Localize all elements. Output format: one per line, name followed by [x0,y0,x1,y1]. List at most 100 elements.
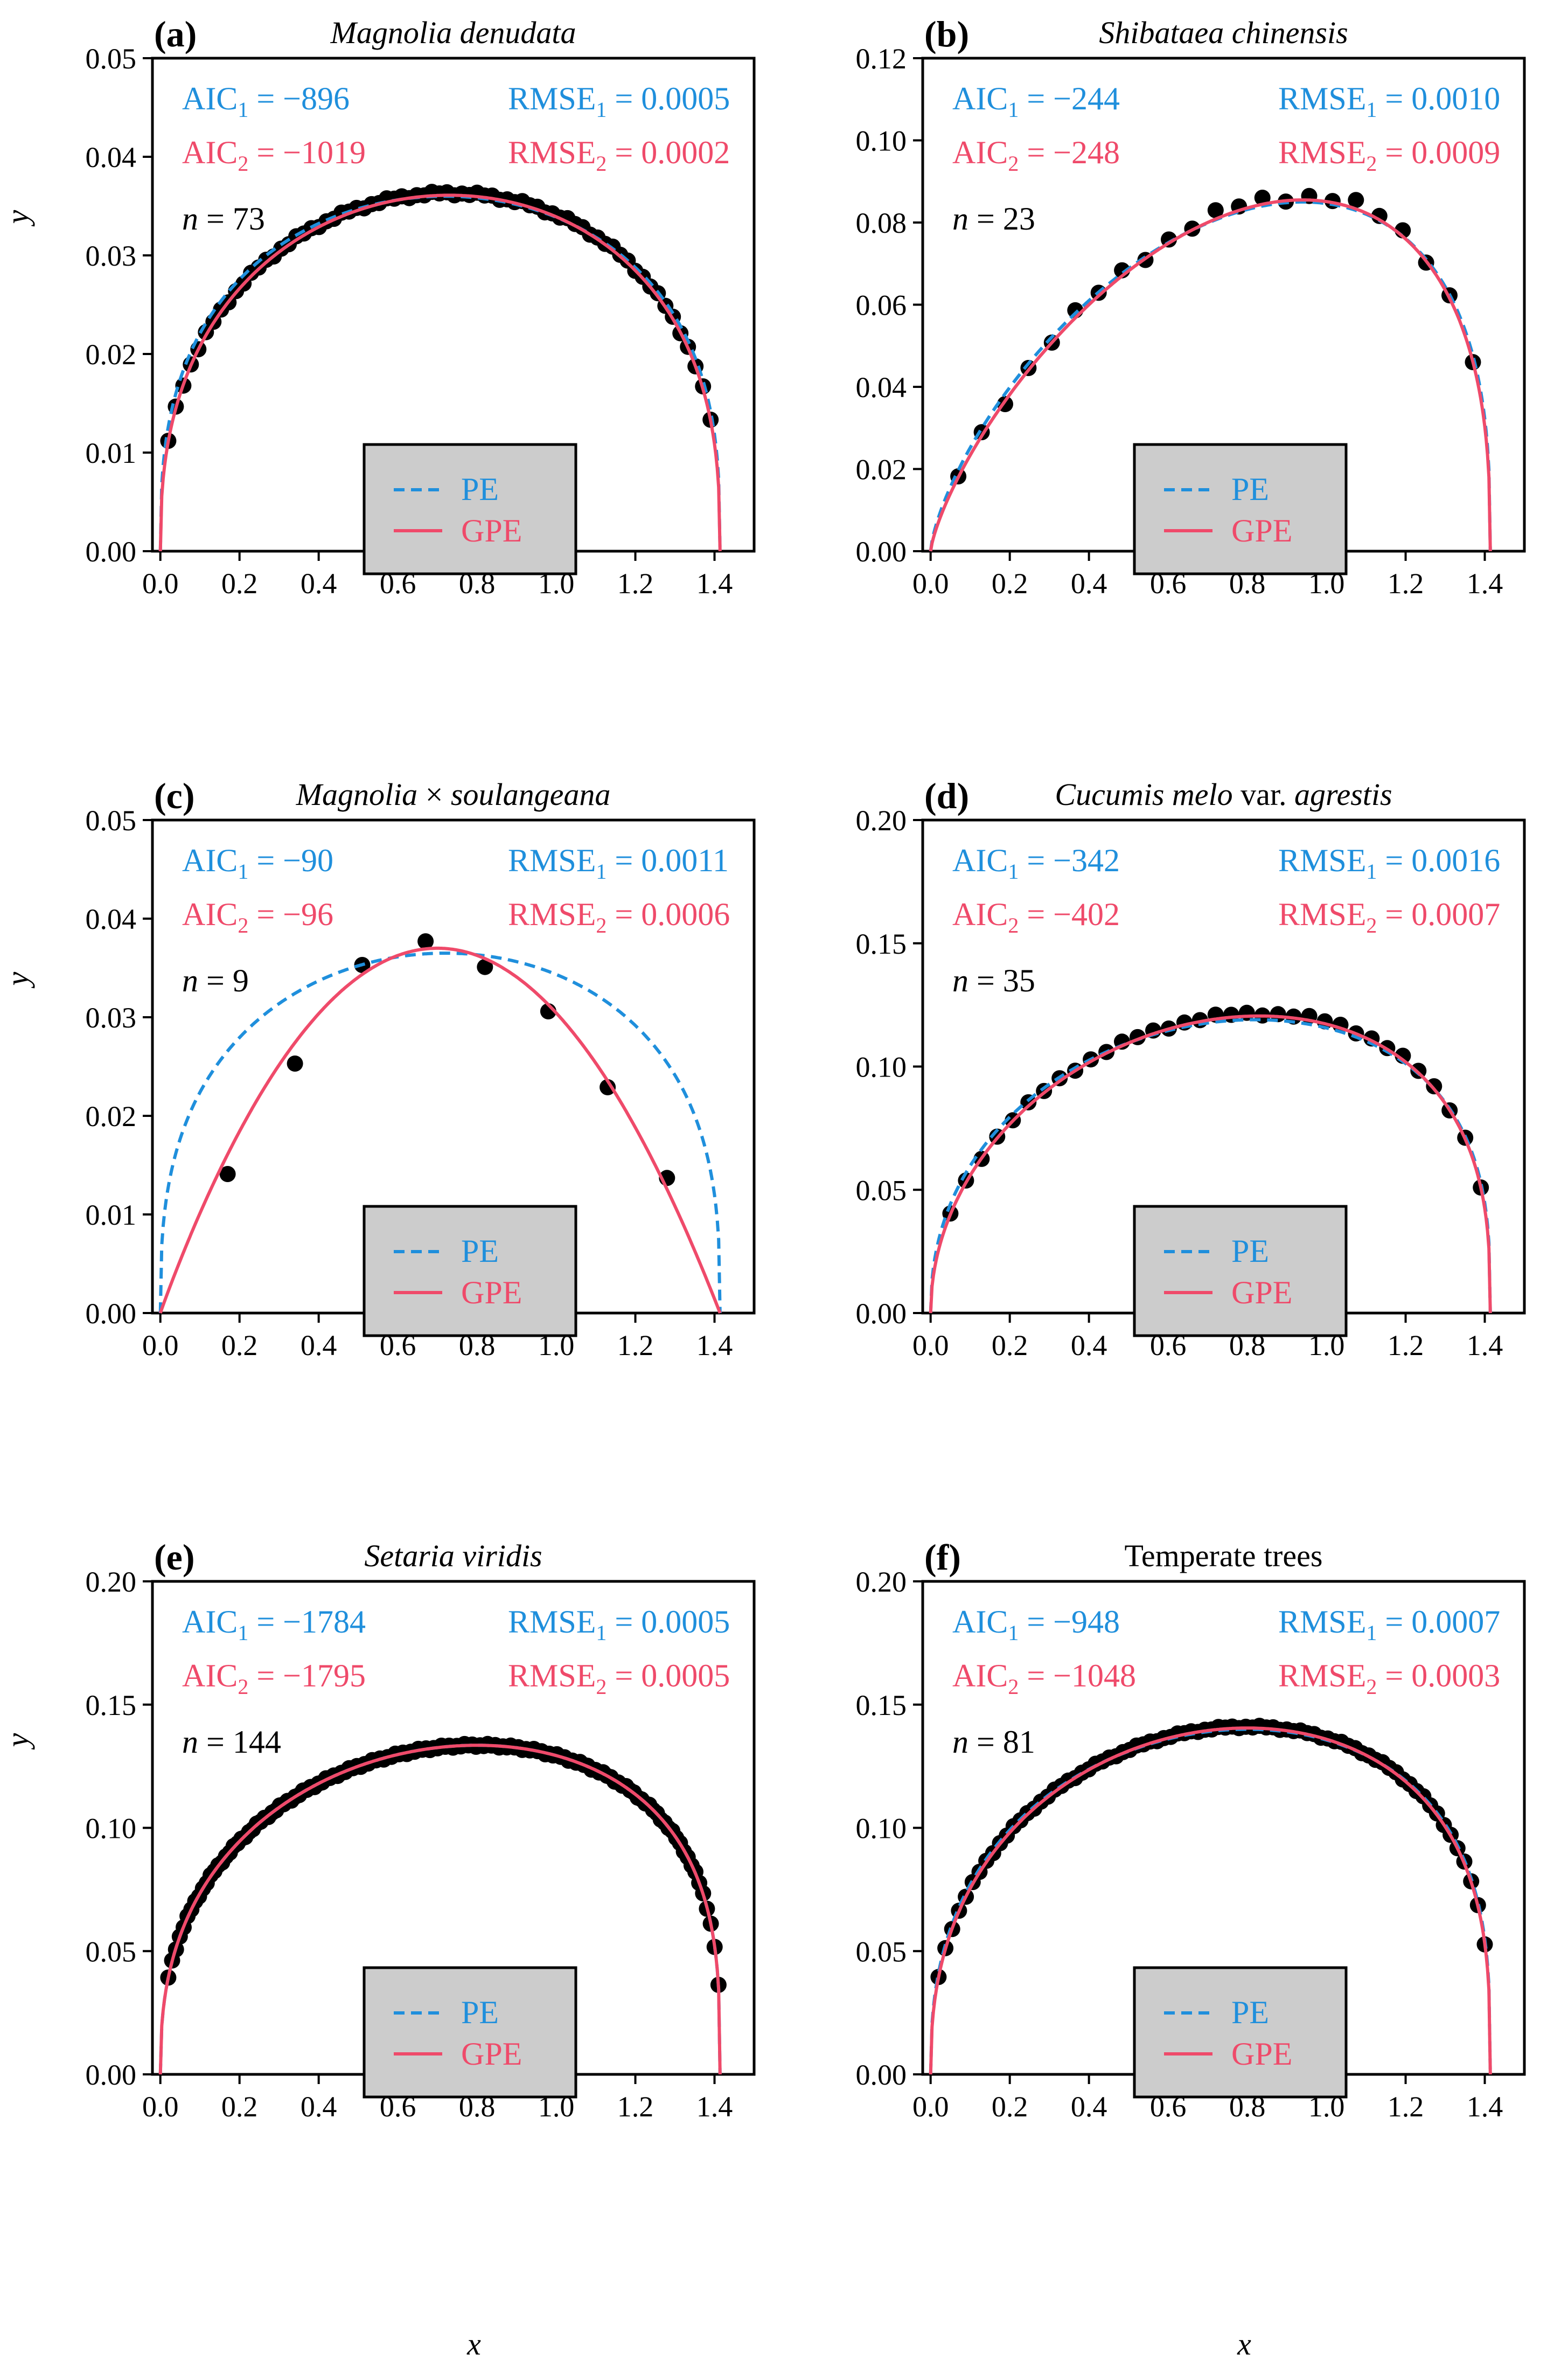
y-tick-label: 0.02 [856,454,907,486]
aic1-label-subscript: 1 [1008,1621,1019,1645]
x-axis-label: x [1237,2327,1251,2362]
rmse1-label: RMSE1 = 0.0010 [1278,81,1500,122]
aic2-label-value: = −1048 [1019,1658,1136,1693]
rmse2-label-value: = 0.0002 [607,135,730,170]
rmse2-label-lhs: RMSE [508,135,596,170]
x-tick-label: 0.4 [301,567,337,600]
rmse1-label: RMSE1 = 0.0005 [508,81,730,122]
aic1-label-value: = −1784 [248,1604,366,1640]
aic2-label-lhs: AIC [952,135,1008,170]
rmse1-label-lhs: RMSE [508,81,596,116]
x-tick-label: 1.2 [1388,1329,1424,1362]
x-tick-label: 0.0 [912,2091,949,2123]
rmse2-label-lhs: RMSE [1278,135,1366,170]
x-tick-label: 1.2 [1388,567,1424,600]
rmse1-label-subscript: 1 [596,859,607,884]
sample-size: n = 9 [182,963,249,998]
legend-gpe-label: GPE [461,513,522,548]
y-tick-label: 0.10 [856,1813,907,1845]
y-tick-label: 0.02 [86,1100,137,1133]
panel-a: 0.0 0.2 0.4 0.6 0.8 1.0 1.2 1.40.000.010.020.03… [86,13,756,600]
x-tick-label: 1.2 [617,1329,654,1362]
rmse2-label-subscript: 2 [1366,151,1377,176]
rmse1-label: RMSE1 = 0.0016 [1278,843,1500,884]
aic1-label-value: = −342 [1019,843,1120,878]
y-tick-label: 0.15 [86,1689,137,1721]
x-tick-label: 1.4 [696,567,733,600]
rmse1-label-subscript: 1 [1366,859,1377,884]
sample-size: n = 23 [952,201,1035,237]
x-tick-label: 1.4 [696,1329,733,1362]
y-tick-label: 0.04 [86,141,137,173]
x-tick-label: 1.4 [1467,567,1503,600]
legend-box [1133,1966,1348,2099]
legend: PE GPE [363,1205,577,1337]
rmse1-label-lhs: RMSE [1278,81,1366,116]
rmse1-label-value: = 0.0007 [1377,1604,1500,1640]
aic2-label-lhs: AIC [182,135,238,170]
aic1-label-lhs: AIC [952,843,1008,878]
rmse2-label-subscript: 2 [1366,1675,1377,1699]
legend-pe-label: PE [461,1995,499,2030]
panel-d: 0.0 0.2 0.4 0.6 0.8 1.0 1.2 1.40.000.050.100.15… [856,775,1526,1362]
aic1-label-value: = −244 [1019,81,1120,116]
rmse1-label-lhs: RMSE [1278,843,1366,878]
aic1-label-subscript: 1 [238,1621,248,1645]
aic2-label: AIC2 = −1048 [952,1658,1136,1699]
x-tick-label: 0.2 [221,1329,258,1362]
rmse2-label-value: = 0.0007 [1377,897,1500,932]
x-tick-label: 1.4 [1467,2091,1503,2123]
x-tick-label: 0.2 [992,2091,1028,2123]
sample-size: n = 35 [952,963,1035,998]
rmse1-label-subscript: 1 [596,98,607,122]
y-tick-label: 0.05 [86,43,137,75]
panel-title-part: Cucumis melo [1055,777,1232,812]
x-tick-label: 1.2 [617,2091,654,2123]
rmse2-label-lhs: RMSE [508,897,596,932]
y-tick-label: 0.15 [856,928,907,960]
y-tick-label: 0.20 [856,804,907,837]
panel-e: 0.0 0.2 0.4 0.6 0.8 1.0 1.2 1.40.000.050.100.15… [86,1537,756,2123]
x-tick-label: 0.2 [221,567,258,600]
rmse2-label-subscript: 2 [1366,913,1377,938]
y-tick-label: 0.03 [86,240,137,272]
aic1-label: AIC1 = −1784 [182,1604,366,1645]
aic2-label-lhs: AIC [952,897,1008,932]
aic1-label-subscript: 1 [1008,859,1019,884]
aic1-label: AIC1 = −244 [952,81,1120,122]
x-tick-label: 0.0 [142,1329,179,1362]
aic2-label-subscript: 2 [1008,913,1019,938]
gpe-curve [929,1726,1492,2075]
panel-title-part: soulangeana [451,777,610,812]
panel-label: (c) [154,775,194,816]
legend-box [363,443,577,575]
sample-size-value: = 81 [968,1724,1035,1760]
rmse2-label-value: = 0.0005 [607,1658,730,1693]
panel-label: (f) [924,1537,961,1578]
y-tick-label: 0.15 [856,1689,907,1721]
aic1-label-lhs: AIC [182,81,238,116]
aic2-label-subscript: 2 [238,1675,248,1699]
aic2-label: AIC2 = −248 [952,135,1120,176]
y-axis-label: y [0,972,35,989]
rmse2-label: RMSE2 = 0.0003 [1278,1658,1500,1699]
y-tick-label: 0.00 [856,536,907,568]
rmse2-label: RMSE2 = 0.0009 [1278,135,1500,176]
aic1-label-subscript: 1 [238,98,248,122]
rmse2-label: RMSE2 = 0.0006 [508,897,730,938]
data-point [1348,192,1364,209]
aic2-label-lhs: AIC [182,1658,238,1693]
aic1-label-lhs: AIC [182,1604,238,1640]
legend: PE GPE [1133,443,1348,575]
legend: PE GPE [363,1966,577,2099]
sample-size-value: = 144 [198,1724,281,1760]
y-axis-label: y [0,1733,35,1750]
legend-gpe-label: GPE [1231,513,1292,548]
x-tick-label: 1.4 [1467,1329,1503,1362]
aic2-label: AIC2 = −402 [952,897,1120,938]
gpe-curve [158,946,722,1314]
aic2-label-subscript: 2 [1008,151,1019,176]
sample-size-symbol: n [182,201,198,237]
aic2-label-value: = −96 [248,897,333,932]
aic1-label-value: = −90 [248,843,333,878]
